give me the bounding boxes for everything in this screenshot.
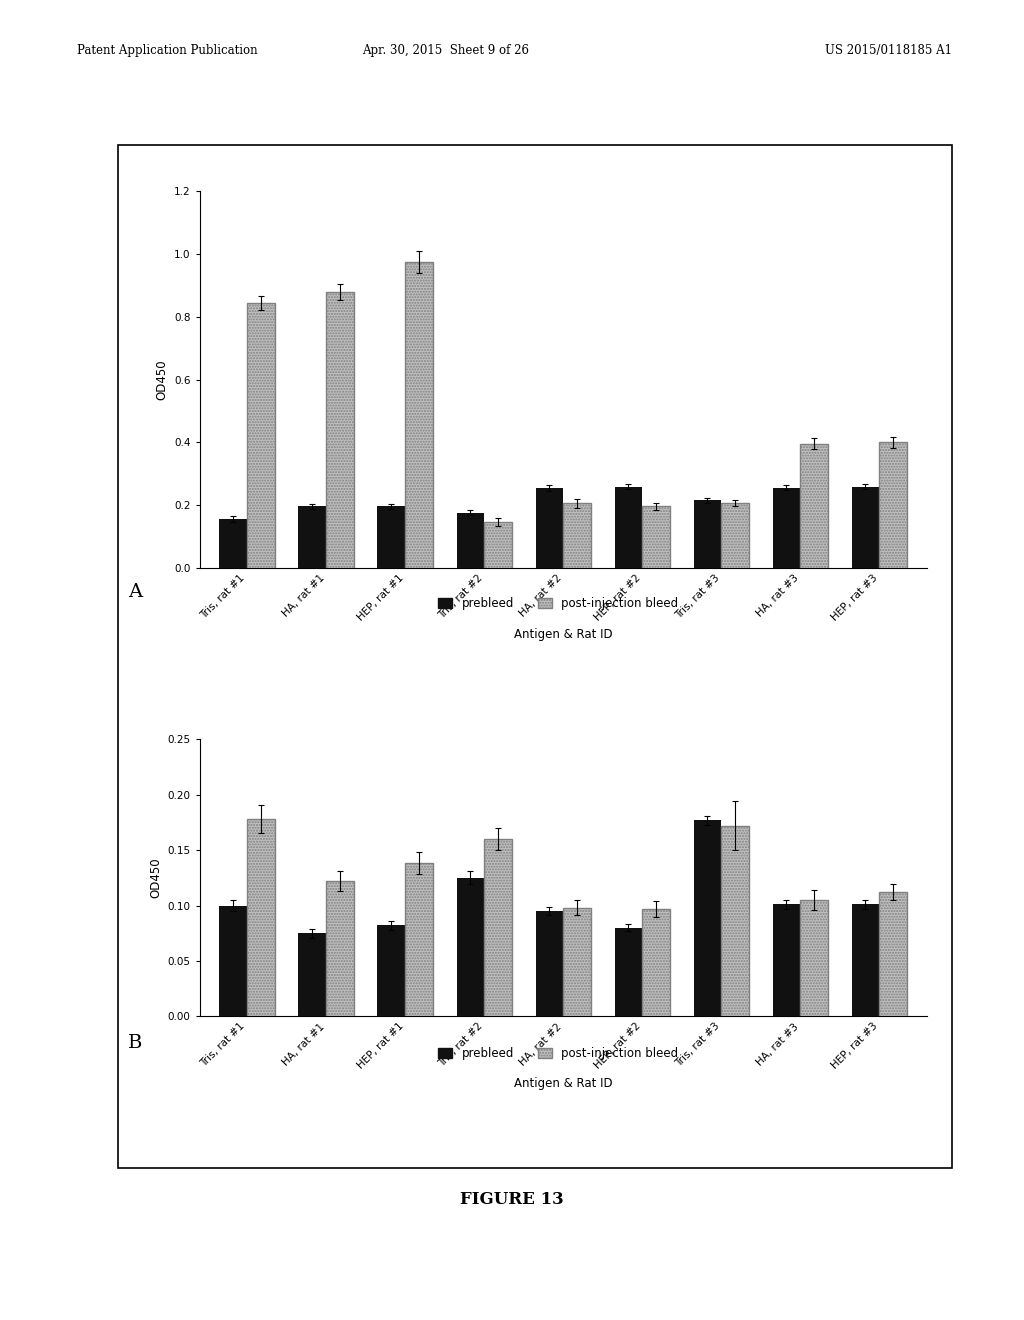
Bar (536, 487, 563, 568)
Bar (614, 928, 642, 1016)
Text: FIGURE 13: FIGURE 13 (460, 1191, 564, 1208)
X-axis label: Antigen & Rat ID: Antigen & Rat ID (514, 628, 612, 642)
Bar (693, 500, 721, 568)
Bar (457, 512, 484, 568)
Bar (642, 507, 670, 568)
Legend: prebleed, post-injection bleed: prebleed, post-injection bleed (433, 1041, 683, 1064)
Text: Patent Application Publication: Patent Application Publication (77, 44, 257, 57)
Bar (563, 908, 591, 1016)
Bar (298, 933, 326, 1016)
Bar (721, 826, 749, 1016)
Bar (880, 892, 907, 1016)
Bar (298, 507, 326, 568)
Text: US 2015/0118185 A1: US 2015/0118185 A1 (825, 44, 952, 57)
X-axis label: Antigen & Rat ID: Antigen & Rat ID (514, 1077, 612, 1090)
Bar (852, 487, 880, 568)
Bar (378, 925, 406, 1016)
Bar (326, 292, 353, 568)
Bar (219, 906, 247, 1016)
Bar (801, 444, 828, 568)
Text: Apr. 30, 2015  Sheet 9 of 26: Apr. 30, 2015 Sheet 9 of 26 (361, 44, 529, 57)
Bar (378, 507, 406, 568)
Bar (563, 503, 591, 568)
Bar (484, 523, 512, 568)
Bar (721, 503, 749, 568)
Legend: prebleed, post-injection bleed: prebleed, post-injection bleed (433, 591, 683, 614)
Bar (406, 863, 433, 1016)
Bar (247, 302, 274, 568)
Y-axis label: OD450: OD450 (148, 858, 162, 898)
Bar (326, 882, 353, 1016)
Text: B: B (128, 1034, 142, 1052)
Y-axis label: OD450: OD450 (156, 359, 169, 400)
Bar (852, 904, 880, 1016)
Bar (536, 911, 563, 1016)
Bar (693, 820, 721, 1016)
Bar (642, 909, 670, 1016)
Bar (801, 900, 828, 1016)
Bar (457, 878, 484, 1016)
Bar (614, 487, 642, 568)
Bar (773, 487, 801, 568)
Bar (406, 261, 433, 568)
Text: A: A (128, 583, 142, 602)
Bar (484, 840, 512, 1016)
Bar (247, 818, 274, 1016)
Bar (773, 904, 801, 1016)
Bar (219, 519, 247, 568)
Bar (880, 442, 907, 568)
